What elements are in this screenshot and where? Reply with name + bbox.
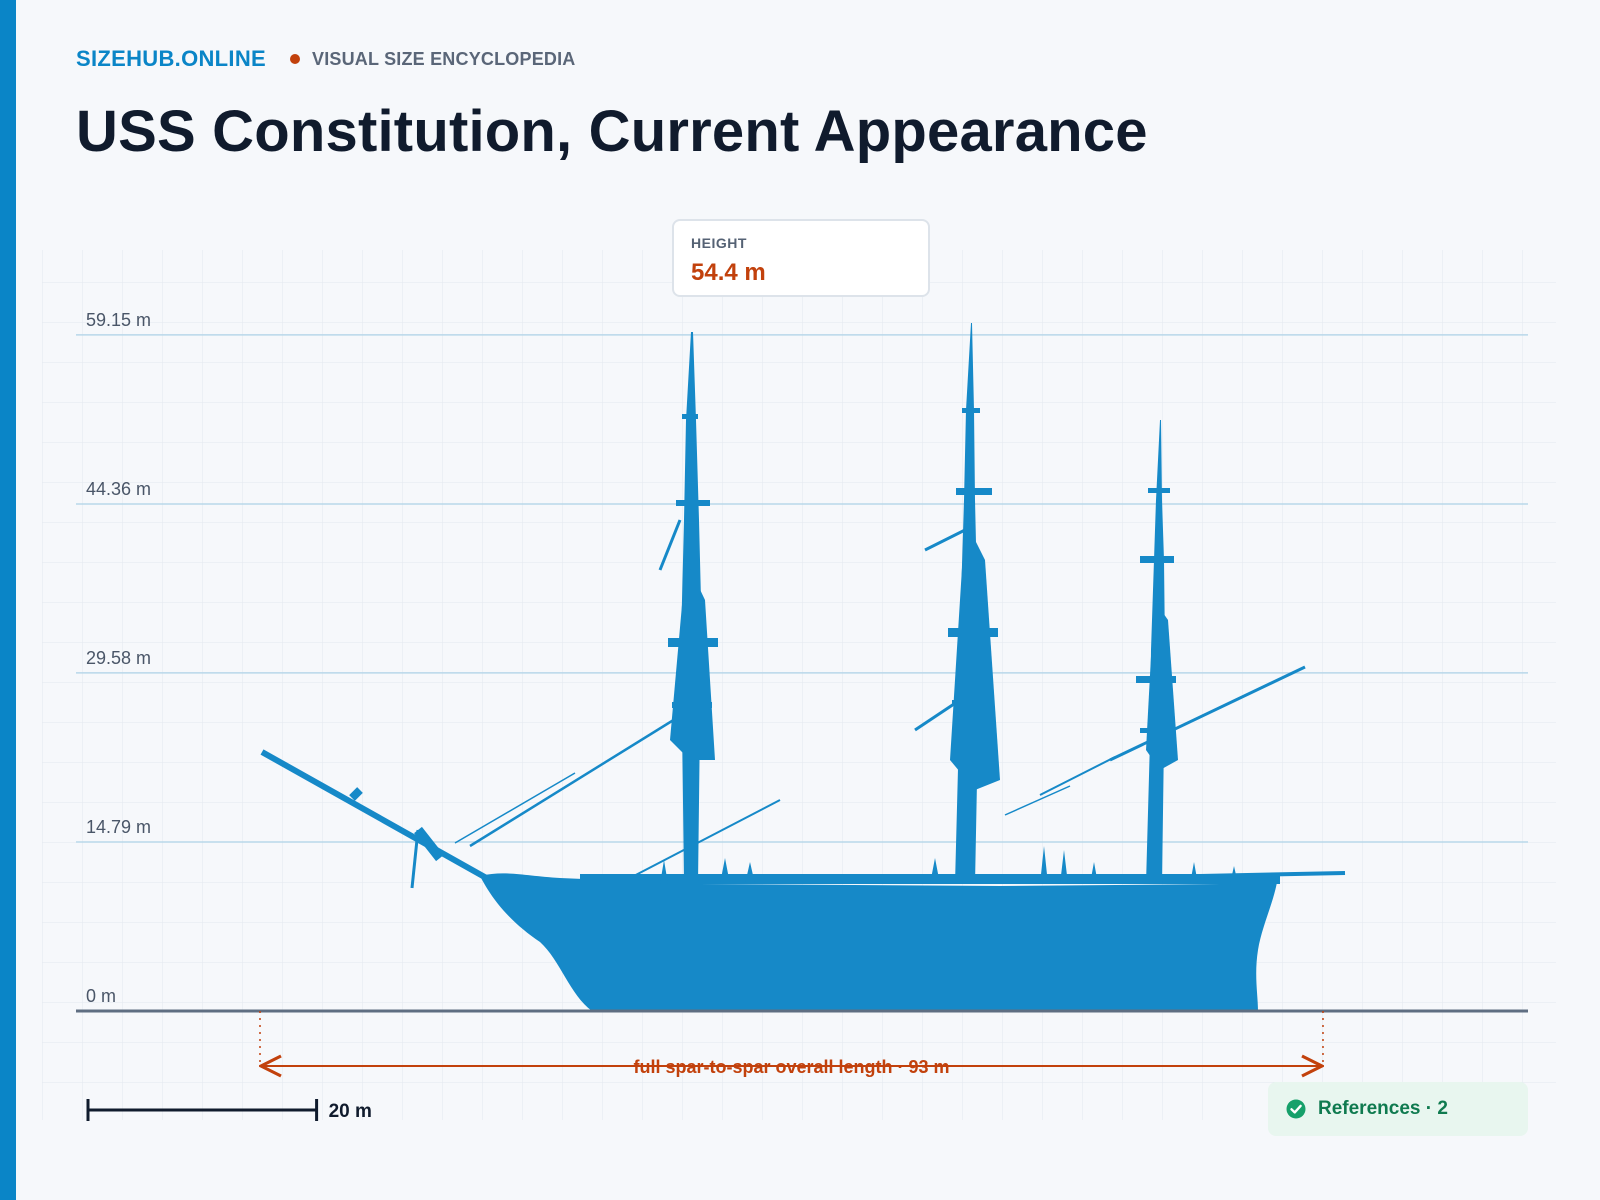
height-card: HEIGHT 54.4 m <box>672 219 930 297</box>
separator-dot <box>290 54 300 64</box>
references-badge[interactable]: References · 2 <box>1268 1082 1528 1136</box>
length-dimension: full spar-to-spar overall length · 93 m <box>260 1011 1323 1077</box>
references-label: References · 2 <box>1318 1098 1448 1119</box>
check-circle-icon <box>1286 1099 1306 1119</box>
y-axis-tick-label: 0 m <box>86 986 116 1006</box>
y-axis-labels: 0 m 14.79 m 29.58 m 44.36 m 59.15 m <box>86 310 151 1006</box>
accent-bar <box>0 0 16 1200</box>
scale-bar-label: 20 m <box>329 1101 372 1122</box>
scale-bar: 20 m <box>86 1099 372 1122</box>
y-axis-tick-label: 29.58 m <box>86 648 151 668</box>
tagline: VISUAL SIZE ENCYCLOPEDIA <box>312 48 576 69</box>
brand-link[interactable]: SIZEHUB.ONLINE <box>76 46 266 71</box>
height-gridlines <box>76 334 1528 843</box>
page-title: USS Constitution, Current Appearance <box>76 99 1148 164</box>
ship-hull <box>480 873 1278 1011</box>
ship-silhouette <box>260 323 1346 1011</box>
length-label: full spar-to-spar overall length · 93 m <box>633 1057 949 1077</box>
height-card-label: HEIGHT <box>691 235 747 251</box>
spanker-boom <box>1199 871 1346 878</box>
bowsprit <box>260 749 492 883</box>
y-axis-tick-label: 44.36 m <box>86 479 151 499</box>
brand-row: SIZEHUB.ONLINE VISUAL SIZE ENCYCLOPEDIA <box>76 46 576 72</box>
deck-rail <box>580 874 1280 884</box>
height-card-value: 54.4 m <box>691 259 766 286</box>
y-axis-tick-label: 59.15 m <box>86 310 151 330</box>
y-axis-tick-label: 14.79 m <box>86 817 151 837</box>
